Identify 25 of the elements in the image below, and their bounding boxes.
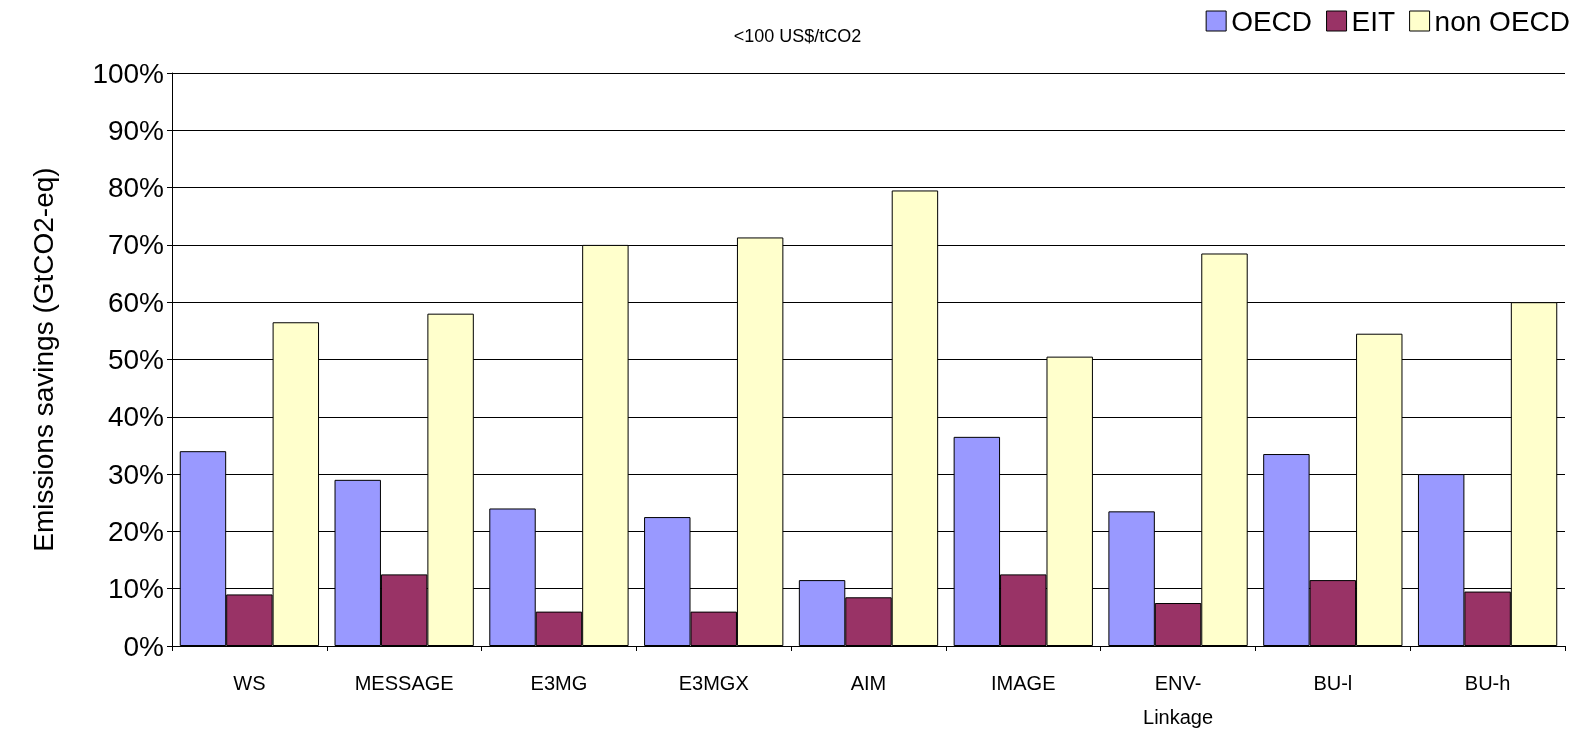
x-tick-label: IMAGE [991, 672, 1056, 694]
y-tick-label: 40% [107, 401, 164, 433]
y-tick-label: 100% [92, 57, 164, 89]
legend-label: EIT [1351, 5, 1396, 37]
x-tick-label: BU-h [1464, 672, 1511, 694]
x-tick-label: BU-l [1313, 672, 1353, 694]
x-tick-label: WS [233, 672, 266, 694]
y-tick-label: 0% [123, 630, 164, 662]
y-tick-label: 60% [107, 286, 164, 318]
y-tick-label: 10% [107, 573, 164, 605]
legend-label: OECD [1231, 5, 1313, 37]
x-tick-label: E3MGX [678, 672, 749, 694]
chart-title: <100 US$/tCO2 [733, 26, 862, 46]
y-axis-title: Emissions savings (GtCO2-eq) [27, 167, 59, 552]
y-tick-label: 30% [107, 458, 164, 490]
y-tick-label: 80% [107, 172, 164, 204]
legend-label: non OECD [1434, 5, 1571, 37]
y-tick-label: 70% [107, 229, 164, 261]
y-tick-label: 20% [107, 515, 164, 547]
x-tick-label: AIM [850, 672, 887, 694]
y-tick-label: 90% [107, 114, 164, 146]
x-tick-label: E3MG [530, 672, 588, 694]
x-tick-label: ENV-Linkage [1143, 672, 1214, 728]
x-tick-label: MESSAGE [354, 672, 454, 694]
y-tick-label: 50% [107, 344, 164, 375]
